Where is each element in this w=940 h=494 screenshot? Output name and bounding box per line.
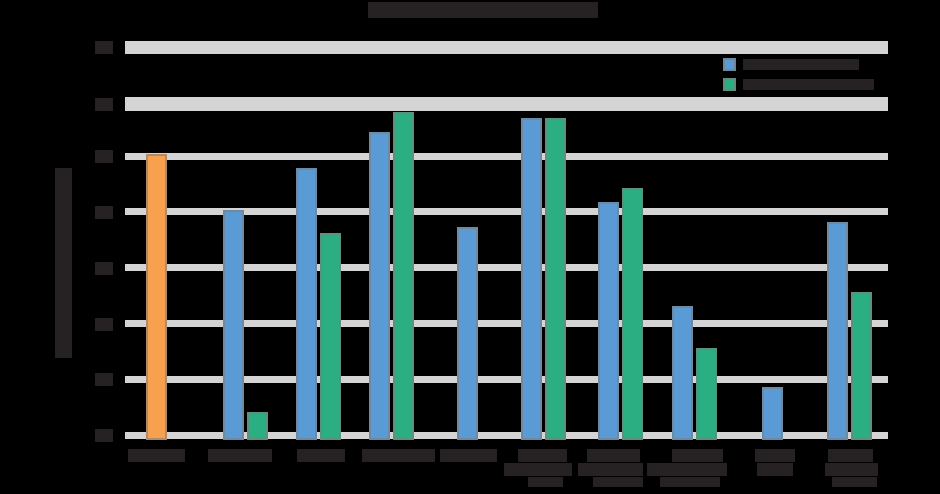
- x-category-label-redacted-10-line-2: [825, 463, 878, 476]
- x-category-label-redacted-7-line-3: [593, 477, 643, 487]
- x-category-label-redacted-8-line-2: [647, 463, 727, 476]
- bar-series-blue-category-9: [762, 387, 783, 440]
- bar-series-blue-category-10: [827, 222, 848, 440]
- x-category-label-redacted-7-line-1: [587, 449, 640, 462]
- gridline-4: [125, 264, 888, 271]
- x-category-label-redacted-1-line-1: [128, 449, 185, 462]
- x-category-label-redacted-9-line-2: [757, 463, 793, 476]
- legend-swatch-series-blue: [723, 58, 736, 71]
- bar-series-orange-category-1: [146, 154, 167, 440]
- y-tick-label-redacted-7: [95, 429, 113, 442]
- bar-series-green-category-10: [851, 292, 872, 440]
- legend: [723, 58, 874, 91]
- y-tick-label-redacted-6: [95, 373, 113, 386]
- bar-series-blue-category-7: [598, 202, 619, 440]
- bar-series-blue-category-2: [222, 210, 244, 440]
- gridline-3: [125, 208, 888, 215]
- x-category-label-redacted-4-line-1: [362, 449, 435, 462]
- x-category-label-redacted-9-line-1: [755, 449, 795, 462]
- bar-series-green-category-6: [545, 118, 566, 440]
- bar-series-blue-category-8: [672, 306, 693, 440]
- x-category-label-redacted-6-line-2: [504, 463, 572, 476]
- bar-series-blue-category-4: [369, 132, 390, 440]
- x-category-label-redacted-3-line-1: [297, 449, 345, 462]
- x-category-label-redacted-7-line-2: [578, 463, 643, 476]
- bar-series-green-category-4: [393, 112, 414, 440]
- gridline-5: [125, 320, 888, 327]
- legend-label-redacted-series-blue: [743, 59, 859, 70]
- bar-series-green-category-7: [622, 188, 643, 440]
- y-axis-title-redacted: [55, 168, 72, 358]
- y-tick-label-redacted-2: [95, 150, 113, 163]
- bar-series-green-category-3: [320, 233, 341, 440]
- bar-series-blue-category-3: [296, 168, 317, 440]
- gridline-6: [125, 376, 888, 383]
- gridline-7: [125, 432, 888, 439]
- bar-series-green-category-8: [696, 348, 717, 440]
- x-category-label-redacted-5-line-1: [440, 449, 497, 462]
- legend-swatch-series-green: [723, 78, 736, 91]
- y-tick-label-redacted-4: [95, 261, 113, 275]
- x-category-label-redacted-10-line-1: [828, 449, 873, 462]
- x-category-label-redacted-10-line-3: [832, 477, 877, 487]
- y-tick-label-redacted-1: [95, 97, 113, 111]
- gridline-1: [125, 97, 888, 111]
- bar-series-blue-category-6: [521, 118, 542, 440]
- x-category-label-redacted-6-line-3: [528, 477, 563, 487]
- y-tick-label-redacted-3: [95, 205, 113, 219]
- x-category-label-redacted-8-line-1: [672, 449, 723, 462]
- x-category-label-redacted-6-line-1: [518, 449, 567, 462]
- gridline-0: [125, 41, 888, 54]
- bar-series-green-category-2: [246, 412, 268, 440]
- gridline-2: [125, 153, 888, 160]
- chart-title-redacted: [368, 2, 598, 18]
- legend-entry-series-green: [723, 78, 874, 91]
- bar-series-blue-category-5: [457, 227, 478, 440]
- legend-entry-series-blue: [723, 58, 874, 71]
- legend-label-redacted-series-green: [743, 79, 874, 90]
- x-category-label-redacted-2-line-1: [208, 449, 272, 462]
- y-tick-label-redacted-0: [95, 41, 113, 54]
- x-category-label-redacted-8-line-3: [660, 477, 720, 487]
- y-tick-label-redacted-5: [95, 317, 113, 331]
